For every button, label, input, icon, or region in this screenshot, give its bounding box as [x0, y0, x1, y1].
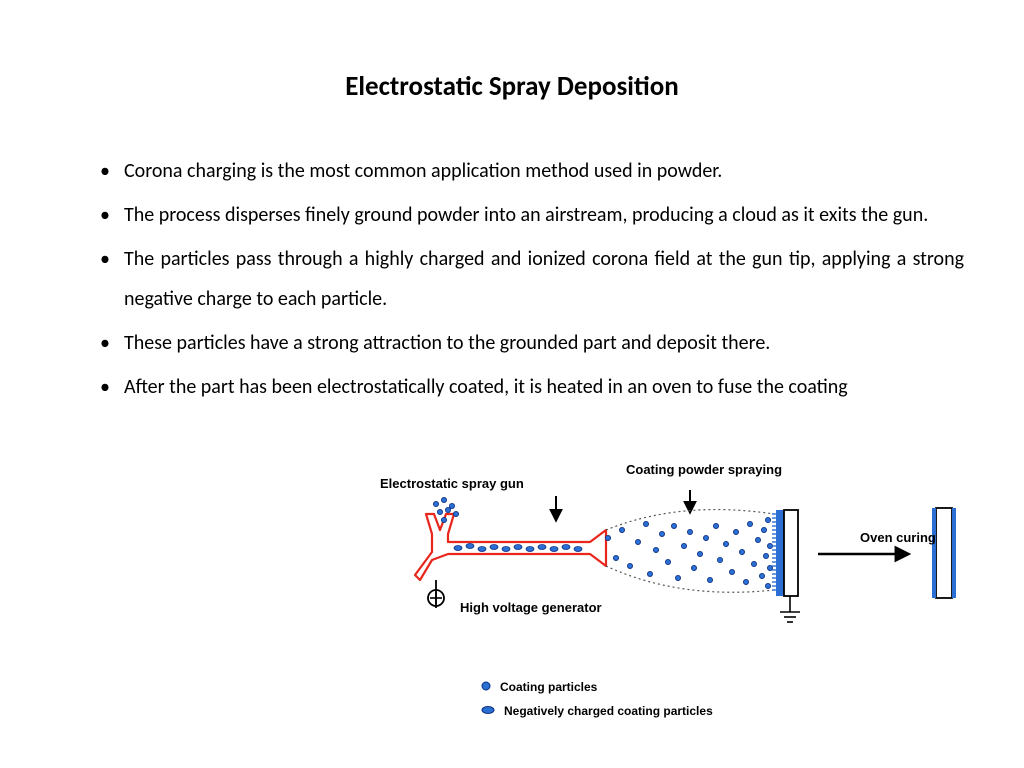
bullet-list: Corona charging is the most common appli… [60, 151, 964, 407]
legend-coating-text: Coating particles [500, 680, 597, 694]
label-hvg: High voltage generator [460, 600, 602, 615]
label-gun: Electrostatic spray gun [380, 476, 524, 491]
page-title: Electrostatic Spray Deposition [60, 70, 964, 103]
list-item: The particles pass through a highly char… [100, 239, 964, 319]
legend-negative: Negatively charged coating particles [480, 704, 713, 719]
legend-dot-negative [480, 704, 496, 719]
legend-negative-text: Negatively charged coating particles [504, 704, 713, 718]
list-item: These particles have a strong attraction… [100, 323, 964, 363]
legend-coating: Coating particles [480, 680, 597, 695]
label-spray: Coating powder spraying [626, 462, 782, 477]
list-item: Corona charging is the most common appli… [100, 151, 964, 191]
diagram-svg [360, 490, 980, 660]
legend-dot-coating [480, 680, 492, 695]
list-item: The process disperses finely ground powd… [100, 195, 964, 235]
list-item: After the part has been electrostaticall… [100, 367, 964, 407]
label-oven: Oven curing [860, 530, 936, 545]
diagram: Electrostatic spray gun Coating powder s… [360, 490, 980, 750]
